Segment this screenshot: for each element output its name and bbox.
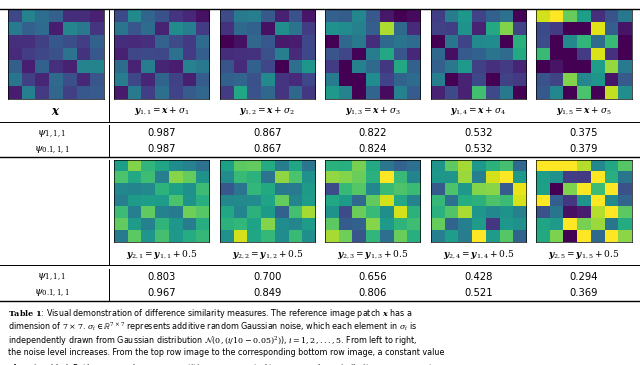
Text: 0.532: 0.532 — [464, 144, 493, 154]
Text: 0.824: 0.824 — [358, 144, 387, 154]
Text: $\boldsymbol{y}_{2,3}{=}\boldsymbol{y}_{1,3}+0.5$: $\boldsymbol{y}_{2,3}{=}\boldsymbol{y}_{… — [337, 249, 408, 261]
Text: 0.656: 0.656 — [358, 272, 387, 282]
Text: 0.806: 0.806 — [358, 288, 387, 298]
Text: 0.849: 0.849 — [253, 288, 282, 298]
Text: $\boldsymbol{y}_{2,1}{=}\boldsymbol{y}_{1,1}+0.5$: $\boldsymbol{y}_{2,1}{=}\boldsymbol{y}_{… — [126, 249, 197, 261]
Text: $\boldsymbol{y}_{1,4}{=}\boldsymbol{x}+\sigma_4$: $\boldsymbol{y}_{1,4}{=}\boldsymbol{x}+\… — [451, 105, 506, 117]
Text: $\psi_{0.1,1,1}$: $\psi_{0.1,1,1}$ — [33, 288, 70, 299]
Text: independently drawn from Gaussian distribution $\mathcal{N}(0,(i/10-0.05)^2)$), : independently drawn from Gaussian distri… — [8, 334, 417, 347]
Text: the noise level increases. From the top row image to the corresponding bottom ro: the noise level increases. From the top … — [8, 348, 444, 357]
Text: 0.822: 0.822 — [358, 128, 387, 138]
Text: 0.867: 0.867 — [253, 128, 282, 138]
Text: 0.532: 0.532 — [464, 128, 493, 138]
Text: 0.521: 0.521 — [464, 288, 493, 298]
Text: dimension of $7\times 7$. $\sigma_i \in \mathbb{R}^{7\times 7}$ represents addit: dimension of $7\times 7$. $\sigma_i \in … — [8, 320, 417, 334]
Text: 0.803: 0.803 — [147, 272, 176, 282]
Text: 0.369: 0.369 — [570, 288, 598, 298]
Text: 0.867: 0.867 — [253, 144, 282, 154]
Text: $\mathbf{Table\ 1}$: Visual demonstration of difference similarity measures. The: $\mathbf{Table\ 1}$: Visual demonstratio… — [8, 307, 412, 320]
Text: 0.375: 0.375 — [570, 128, 598, 138]
Text: 0.987: 0.987 — [147, 144, 176, 154]
Text: 0.379: 0.379 — [570, 144, 598, 154]
Text: $\boldsymbol{y}_{1,2}{=}\boldsymbol{x}+\sigma_2$: $\boldsymbol{y}_{1,2}{=}\boldsymbol{x}+\… — [239, 105, 295, 117]
Text: $\psi_{0.1,1,1}$: $\psi_{0.1,1,1}$ — [33, 144, 70, 155]
Text: 0.987: 0.987 — [147, 128, 176, 138]
Text: $\boldsymbol{x}$: $\boldsymbol{x}$ — [51, 105, 61, 118]
Text: $\boldsymbol{y}_{2,4}{=}\boldsymbol{y}_{1,4}+0.5$: $\boldsymbol{y}_{2,4}{=}\boldsymbol{y}_{… — [443, 249, 514, 261]
Text: $\boldsymbol{y}_{2,2}{=}\boldsymbol{y}_{1,2}+0.5$: $\boldsymbol{y}_{2,2}{=}\boldsymbol{y}_{… — [232, 249, 303, 261]
Text: $\boldsymbol{y}_{1,5}{=}\boldsymbol{x}+\sigma_5$: $\boldsymbol{y}_{1,5}{=}\boldsymbol{x}+\… — [556, 105, 612, 117]
Text: $\psi_{1,1,1}$: $\psi_{1,1,1}$ — [37, 128, 66, 139]
Text: 0.700: 0.700 — [253, 272, 282, 282]
Text: 0.428: 0.428 — [464, 272, 493, 282]
Text: $\psi_{1,1,1}$: $\psi_{1,1,1}$ — [37, 272, 66, 283]
Text: 0.294: 0.294 — [570, 272, 598, 282]
Text: $\boldsymbol{y}_{1,3}{=}\boldsymbol{x}+\sigma_3$: $\boldsymbol{y}_{1,3}{=}\boldsymbol{x}+\… — [345, 105, 401, 117]
Text: 0.967: 0.967 — [147, 288, 176, 298]
Text: $\boldsymbol{y}_{2,5}{=}\boldsymbol{y}_{1,5}+0.5$: $\boldsymbol{y}_{2,5}{=}\boldsymbol{y}_{… — [548, 249, 620, 261]
Text: $\boldsymbol{y}_{1,1}{=}\boldsymbol{x}+\sigma_1$: $\boldsymbol{y}_{1,1}{=}\boldsymbol{x}+\… — [134, 105, 189, 117]
Text: of $0.5$ is added. Both $\psi_{1,1,1}$ and $\psi_{0.1,1,1}$ quantities are prese: of $0.5$ is added. Both $\psi_{1,1,1}$ a… — [8, 362, 433, 365]
